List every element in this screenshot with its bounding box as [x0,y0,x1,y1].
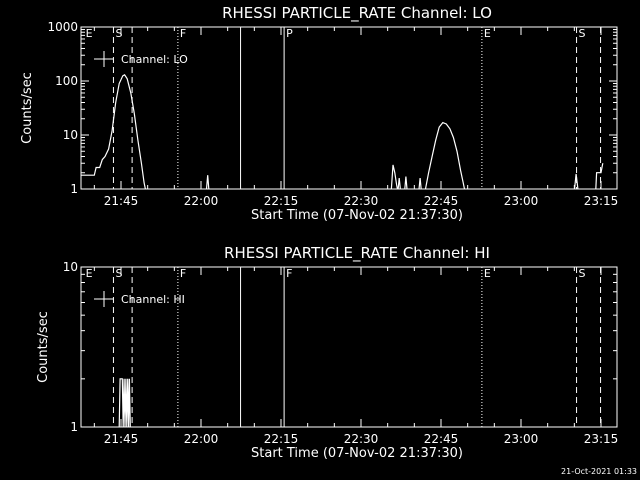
x-tick-label: 22:45 [424,432,459,446]
plot-frame [80,26,618,190]
marker-label: S [115,27,122,40]
y-tick-label: 10 [63,260,78,274]
x-tick-label: 21:45 [104,432,139,446]
x-tick-label: 22:30 [344,432,379,446]
chart-panel-hi: RHESSI PARTICLE_RATE Channel: HI 1 10 21:45… [36,244,618,461]
marker-label: E [86,267,93,280]
x-tick-label: 23:15 [584,432,619,446]
x-tick-label: 22:15 [264,194,299,208]
plot-frame [80,266,618,428]
x-axis-label: Start Time (07-Nov-02 21:37:30) [251,446,463,461]
x-axis-label: Start Time (07-Nov-02 21:37:30) [251,208,463,223]
y-axis-label: Counts/sec [20,72,35,144]
marker-label: F [180,267,186,280]
chart-panel-lo: RHESSI PARTICLE_RATE Channel: LO 1 10 100 10… [20,4,618,223]
x-tick-label: 21:45 [104,194,139,208]
chart-title: RHESSI PARTICLE_RATE Channel: HI [224,244,490,263]
data-series-0 [118,378,131,427]
y-tick-label: 1000 [47,20,78,34]
data-series-2 [390,164,408,189]
data-series-1 [205,175,210,189]
x-tick-label: 23:00 [504,194,539,208]
data-series-group [81,74,604,189]
marker-label: E [86,27,93,40]
marker-label: F [180,27,186,40]
marker-label: P [286,27,293,40]
marker-label: E [484,27,491,40]
data-series-3 [418,121,466,189]
marker-label: S [579,27,586,40]
timestamp-footer: 21-Oct-2021 01:33 [561,467,637,476]
y-tick-label: 1 [70,182,78,196]
x-tick-label: 22:00 [184,194,219,208]
y-tick-label: 1 [70,420,78,434]
marker-label: S [115,267,122,280]
data-series-group [118,378,131,427]
x-tick-label: 22:30 [344,194,379,208]
marker-label: E [484,267,491,280]
x-tick-label: 22:45 [424,194,459,208]
x-tick-label: 23:00 [504,432,539,446]
x-tick-label: 23:15 [584,194,619,208]
y-tick-label: 100 [55,74,78,88]
data-series-0 [81,74,146,189]
marker-label: S [579,267,586,280]
x-tick-label: 22:00 [184,432,219,446]
x-tick-label: 22:15 [264,432,299,446]
y-tick-label: 10 [63,128,78,142]
data-series-5 [595,163,604,189]
chart-title: RHESSI PARTICLE_RATE Channel: LO [222,4,492,23]
legend-label: Channel: LO [121,53,188,66]
legend-label: Channel: HI [121,293,185,306]
marker-label: F [286,267,292,280]
y-axis-label: Counts/sec [36,311,51,383]
data-series-4 [573,173,579,189]
